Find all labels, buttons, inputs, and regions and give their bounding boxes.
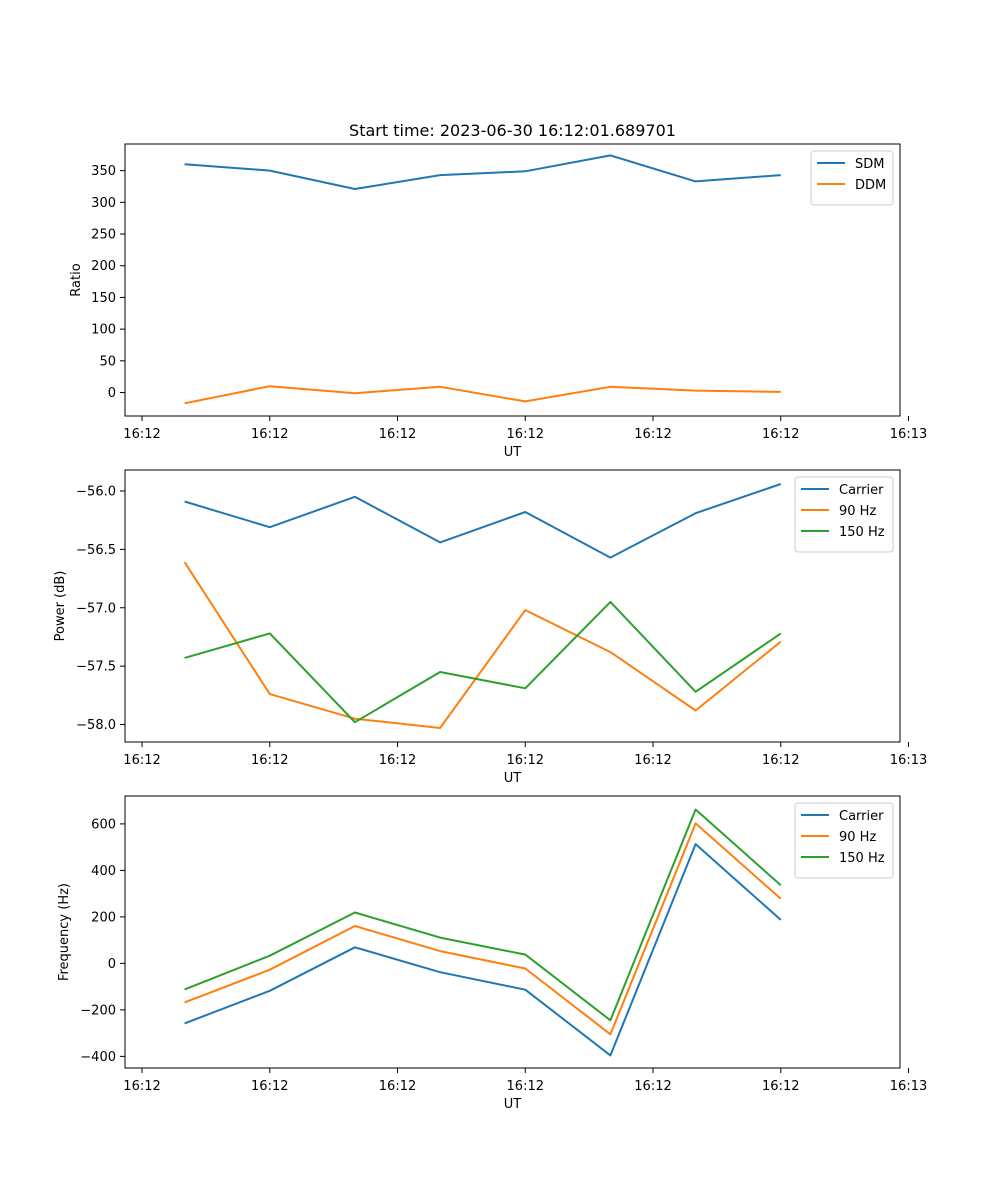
ratio-subplot: 16:12 16:12 16:12 16:12 16:12 16:12 16:13 0 50 10… xyxy=(69,143,927,460)
legend: Carrier 90 Hz 150 Hz xyxy=(794,802,894,879)
y-tick-label: 50 xyxy=(99,354,116,369)
legend-box xyxy=(810,150,894,206)
y-tick-label: 600 xyxy=(91,817,116,832)
y-tick-label: 350 xyxy=(91,164,116,179)
legend-box xyxy=(794,476,894,553)
y-tick-label: −200 xyxy=(80,1003,116,1018)
x-tick-label: 16:12 xyxy=(379,427,416,442)
legend-label-90-hz: 90 Hz xyxy=(839,504,876,519)
x-tick-label: 16:13 xyxy=(890,1079,927,1094)
series-line-150-hz xyxy=(184,600,782,724)
x-tick-label: 16:12 xyxy=(762,427,799,442)
y-axis-label: Power (dB) xyxy=(53,571,68,642)
x-tick-label: 16:12 xyxy=(634,1079,671,1094)
y-tick-label: −57.5 xyxy=(76,660,116,675)
x-tick-label: 16:12 xyxy=(762,753,799,768)
x-tick-label: 16:13 xyxy=(890,427,927,442)
x-tick-label: 16:12 xyxy=(251,1079,288,1094)
x-tick-label: 16:12 xyxy=(379,1079,416,1094)
x-tick-label: 16:12 xyxy=(123,753,160,768)
x-axis-label: UT xyxy=(504,1097,522,1112)
y-axis-label: Frequency (Hz) xyxy=(57,883,72,981)
x-tick-label: 16:12 xyxy=(123,427,160,442)
series-line-150-hz xyxy=(184,808,782,1022)
axes-frame xyxy=(124,469,901,743)
legend: Carrier 90 Hz 150 Hz xyxy=(794,476,894,553)
y-tick-label: −56.5 xyxy=(76,543,116,558)
y-tick-label: 0 xyxy=(108,957,116,972)
x-tick-label: 16:12 xyxy=(507,753,544,768)
y-tick-label: −56.0 xyxy=(76,485,116,500)
legend-label-150-hz: 150 Hz xyxy=(839,525,885,540)
y-tick-label: −57.0 xyxy=(76,601,116,616)
x-tick-label: 16:12 xyxy=(634,427,671,442)
y-tick-label: 0 xyxy=(108,386,116,401)
axes-frame xyxy=(124,143,901,417)
x-tick-label: 16:13 xyxy=(890,753,927,768)
y-tick-label: 200 xyxy=(91,910,116,925)
y-tick-label: 200 xyxy=(91,259,116,274)
x-tick-label: 16:12 xyxy=(123,1079,160,1094)
x-tick-label: 16:12 xyxy=(762,1079,799,1094)
y-tick-label: −400 xyxy=(80,1050,116,1065)
legend-box xyxy=(794,802,894,879)
series-line-ddm xyxy=(184,385,781,405)
x-axis-label: UT xyxy=(504,445,522,460)
x-tick-label: 16:12 xyxy=(379,753,416,768)
legend-label-carrier: Carrier xyxy=(839,483,884,498)
legend-label-carrier: Carrier xyxy=(839,809,884,824)
power-subplot: 16:12 16:12 16:12 16:12 16:12 16:12 16:13 −58.0… xyxy=(53,469,927,786)
x-tick-label: 16:12 xyxy=(507,427,544,442)
y-tick-label: 100 xyxy=(91,323,116,338)
figure-title: Start time: 2023-06-30 16:12:01.689701 xyxy=(349,121,676,140)
frequency-subplot: 16:12 16:12 16:12 16:12 16:12 16:12 16:13 −400 −… xyxy=(57,795,927,1112)
legend-label-sdm: SDM xyxy=(855,157,884,172)
y-tick-label: 250 xyxy=(91,228,116,243)
y-tick-label: 400 xyxy=(91,864,116,879)
legend-label-150-hz: 150 Hz xyxy=(839,851,885,866)
x-tick-label: 16:12 xyxy=(251,753,288,768)
x-tick-label: 16:12 xyxy=(507,1079,544,1094)
y-axis-label: Ratio xyxy=(69,263,84,296)
x-tick-label: 16:12 xyxy=(634,753,671,768)
axes-frame xyxy=(124,795,901,1069)
series-line-sdm xyxy=(184,154,781,190)
y-tick-label: −58.0 xyxy=(76,718,116,733)
x-axis-label: UT xyxy=(504,771,522,786)
series-line-90-hz xyxy=(184,822,782,1036)
series-line-carrier xyxy=(184,483,782,559)
x-tick-label: 16:12 xyxy=(251,427,288,442)
legend-label-90-hz: 90 Hz xyxy=(839,830,876,845)
legend-label-ddm: DDM xyxy=(855,178,886,193)
legend: SDM DDM xyxy=(810,150,894,206)
y-tick-label: 300 xyxy=(91,196,116,211)
series-line-90-hz xyxy=(183,561,782,729)
y-tick-label: 150 xyxy=(91,291,116,306)
series-line-carrier xyxy=(184,843,782,1057)
